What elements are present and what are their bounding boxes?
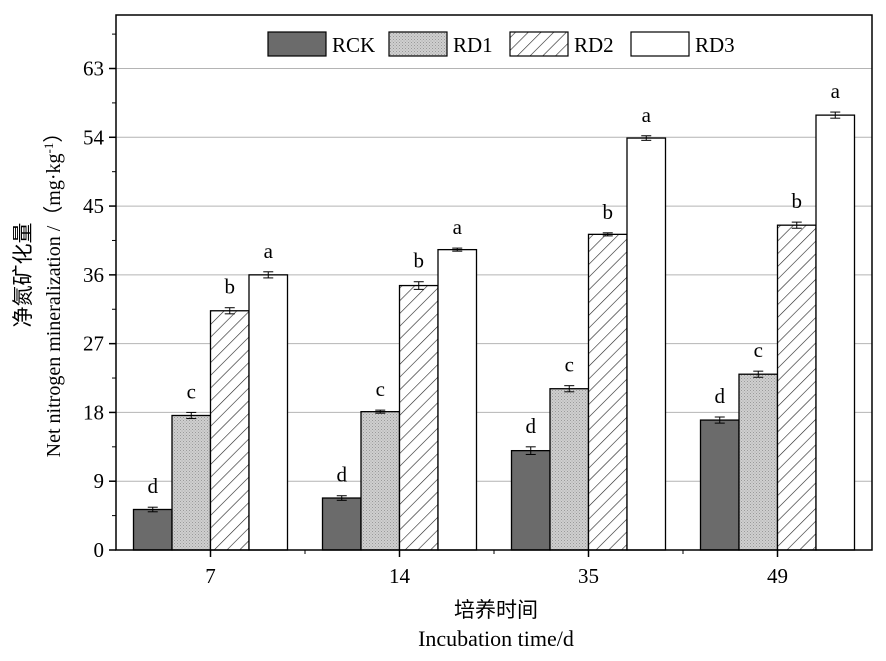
- bar-rd2: [587, 233, 628, 551]
- x-tick-label: 14: [389, 564, 411, 588]
- y-tick-label: 0: [94, 538, 105, 562]
- significance-letter: b: [225, 275, 236, 299]
- x-axis-title-en: Incubation time/d: [418, 626, 574, 651]
- y-tick-label: 36: [83, 263, 104, 287]
- bar-rck: [321, 497, 362, 551]
- significance-letter: d: [337, 463, 348, 487]
- significance-letter: a: [453, 215, 463, 239]
- bar-rck: [699, 419, 740, 551]
- y-tick-label: 63: [83, 57, 104, 81]
- bar-rd1: [360, 411, 401, 551]
- y-tick-label: 27: [83, 332, 104, 356]
- bar-rd1: [171, 414, 212, 551]
- error-bar: [791, 221, 802, 229]
- significance-letter: c: [376, 377, 385, 401]
- x-axis-title-cn: 培养时间: [454, 598, 538, 622]
- y-tick-label: 18: [83, 400, 104, 424]
- legend-label: RD1: [453, 33, 493, 57]
- y-axis-title-en-main: Net nitrogen mineralization /（mg·kg: [42, 154, 65, 458]
- legend: RCK RD1 RD2 RD3: [267, 31, 735, 57]
- bars: [132, 114, 856, 551]
- legend-swatch-rd1: [388, 31, 448, 57]
- error-bar: [602, 232, 613, 237]
- error-bar: [224, 307, 235, 315]
- bar-rck: [132, 508, 173, 551]
- bar-rd1: [738, 373, 779, 551]
- error-bar: [336, 495, 347, 501]
- significance-letter: a: [831, 79, 841, 103]
- significance-letter: d: [148, 474, 159, 498]
- legend-label: RD2: [574, 33, 614, 57]
- y-tick-label: 54: [83, 125, 105, 149]
- error-bar: [375, 409, 386, 414]
- significance-letter: d: [526, 414, 537, 438]
- legend-swatch-rd2: [509, 31, 569, 57]
- legend-label: RD3: [695, 33, 735, 57]
- legend-swatch-rd3: [630, 31, 690, 57]
- legend-swatch-rck: [267, 31, 327, 57]
- error-bar: [564, 385, 575, 393]
- bar-rd2: [209, 310, 250, 551]
- bar-rd2: [776, 224, 817, 551]
- bar-rd3: [248, 274, 289, 551]
- bar-rd3: [815, 114, 856, 551]
- y-tick-label: 45: [83, 194, 104, 218]
- axis-ticks: 0 9 18 27 36 45 54 63 7 14 35 49: [83, 33, 788, 588]
- significance-letter: b: [414, 249, 425, 273]
- bar-rd3: [626, 137, 667, 551]
- error-bar: [714, 416, 725, 424]
- error-bar: [641, 135, 652, 141]
- y-tick-label: 9: [94, 469, 105, 493]
- significance-letter: a: [642, 103, 652, 127]
- error-bar: [525, 446, 536, 455]
- y-axis-title-cn: 净氮矿化量: [11, 223, 35, 328]
- error-bars: [147, 111, 841, 513]
- significance-letter: b: [603, 200, 614, 224]
- y-axis-title-en: Net nitrogen mineralization /（mg·kg-1）: [41, 123, 65, 458]
- error-bar: [452, 247, 463, 252]
- error-bar: [263, 271, 274, 279]
- y-axis-title-en-close: ）: [42, 123, 65, 143]
- y-axis-title-en-superscript: -1: [41, 143, 56, 154]
- error-bar: [186, 411, 197, 420]
- bar-rd2: [398, 284, 439, 551]
- bar-rd1: [549, 388, 590, 551]
- significance-letter: c: [187, 379, 196, 403]
- error-bar: [830, 111, 841, 119]
- x-tick-label: 7: [205, 564, 216, 588]
- significance-letters: d c b a d c b a d c b a d c b a: [148, 79, 841, 498]
- significance-letter: d: [715, 384, 726, 408]
- error-bar: [413, 281, 424, 290]
- bar-rck: [510, 449, 551, 551]
- legend-label: RCK: [332, 33, 375, 57]
- x-tick-label: 35: [578, 564, 599, 588]
- significance-letter: a: [264, 239, 274, 263]
- significance-letter: c: [565, 353, 574, 377]
- significance-letter: b: [792, 189, 803, 213]
- error-bar: [753, 370, 764, 378]
- bar-rd3: [437, 248, 478, 551]
- x-tick-label: 49: [767, 564, 788, 588]
- significance-letter: c: [754, 338, 763, 362]
- error-bar: [147, 506, 158, 513]
